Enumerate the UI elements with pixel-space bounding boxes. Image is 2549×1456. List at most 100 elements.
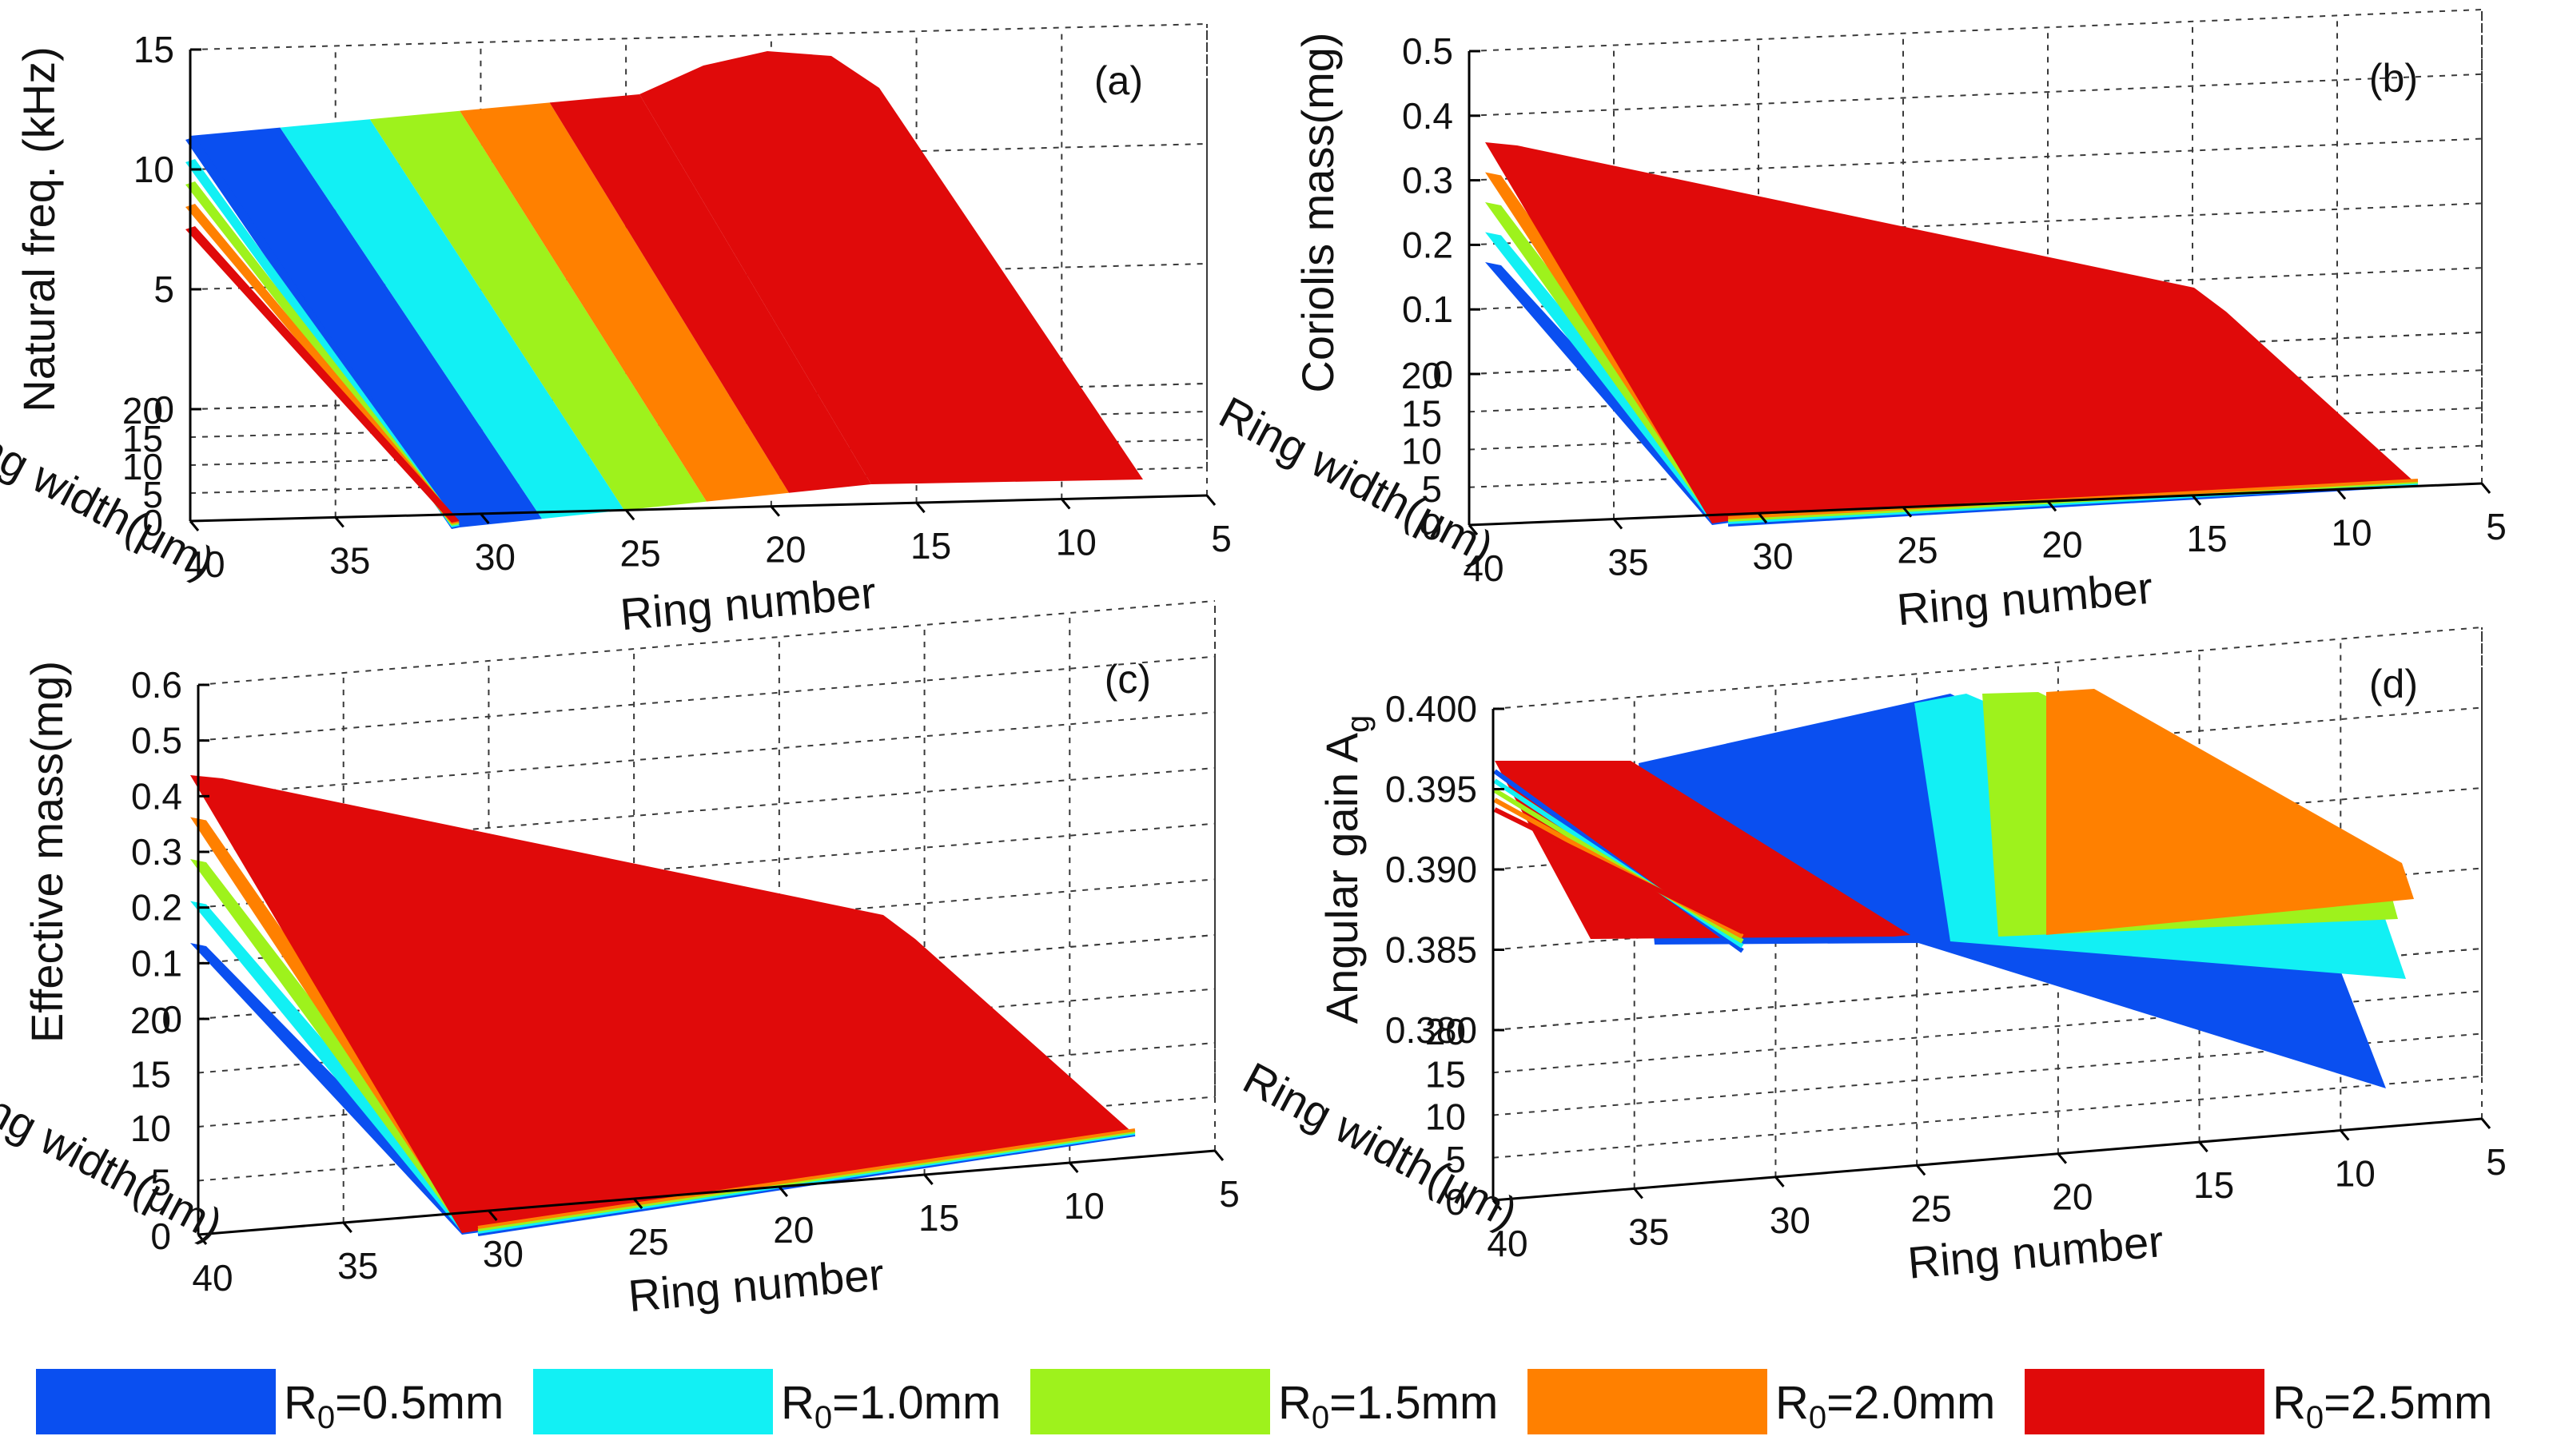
panel-label: (a)	[1094, 58, 1143, 103]
surface-floor-R0=1.5mm	[477, 1130, 1136, 1231]
y-tick-label: 0	[1445, 1181, 1466, 1223]
x-tick-label: 30	[1770, 1199, 1810, 1241]
z-tick-label: 0.1	[131, 942, 182, 984]
surface-floor-R0=2.0mm	[477, 1128, 1136, 1229]
x-tick-label: 5	[1219, 1173, 1240, 1215]
x-tick-label: 20	[765, 529, 806, 571]
x-tick-mark	[1213, 1150, 1225, 1161]
y-tick-label: 5	[150, 1162, 171, 1203]
x-tick-mark	[2057, 1152, 2068, 1164]
y-axis-label: Ring width(μm)	[0, 1064, 231, 1250]
x-tick-label: 15	[2193, 1164, 2234, 1206]
x-tick-mark	[923, 1174, 934, 1185]
x-tick-mark	[1492, 1199, 1503, 1211]
x-axis-label: Ring number	[618, 567, 878, 640]
x-axis-line	[1468, 482, 2483, 527]
grid-line	[1468, 73, 2483, 117]
x-tick-label: 20	[2052, 1176, 2093, 1218]
surface-band-R0=2.5mm	[549, 94, 871, 493]
z-axis-label-subscript: g	[1340, 715, 1376, 733]
grid-line	[197, 711, 1216, 798]
surface-edge-R0=1.5mm	[185, 181, 460, 526]
x-tick-label: 35	[337, 1245, 378, 1287]
surface-band-R0=1.0mm	[280, 119, 624, 519]
grid-line	[1492, 990, 2483, 1074]
x-tick-label: 20	[773, 1209, 814, 1251]
x-tick-label: 30	[1752, 535, 1793, 577]
x-tick-mark	[1902, 506, 1913, 518]
y-tick-label: 20	[130, 1000, 171, 1041]
surface-band-R0=2.5mm	[639, 51, 1143, 484]
legend-label-2: R0=1.5mm	[1278, 1377, 1498, 1435]
x-tick-mark	[632, 1198, 643, 1209]
legend-swatch-3	[1527, 1369, 1767, 1434]
surface-edge-R0=2.5mm	[185, 226, 460, 523]
y-tick-label: 5	[1421, 468, 1442, 510]
x-tick-mark	[342, 1222, 352, 1233]
x-tick-label: 40	[184, 543, 225, 585]
x-tick-label: 15	[910, 525, 951, 567]
x-tick-mark	[2046, 500, 2057, 512]
x-axis-line	[197, 1149, 1216, 1236]
y-tick-label: 0	[1421, 506, 1442, 547]
surface-R0=2.5mm	[1495, 761, 1910, 939]
x-tick-label: 25	[1911, 1187, 1952, 1229]
z-tick-label: 0.4	[131, 775, 182, 817]
legend-label-1: R0=1.0mm	[781, 1377, 1001, 1435]
x-tick-mark	[778, 1186, 789, 1197]
surface-R0=2.5mm	[1485, 142, 2418, 523]
surface-R0=2.5mm	[190, 775, 1135, 1233]
y-tick-label: 15	[130, 1054, 171, 1096]
z-tick-label: 0.6	[131, 664, 182, 706]
grid-line	[1492, 627, 2483, 710]
panel-label: (b)	[2369, 56, 2418, 101]
x-tick-label: 35	[329, 539, 370, 581]
z-tick-label: 0.395	[1385, 769, 1477, 810]
x-tick-label: 25	[620, 532, 661, 574]
y-tick-label: 15	[1425, 1053, 1466, 1095]
panel-1: 00.10.20.30.40.540 35 30 25 20 15 10 505101520C…	[1212, 9, 2507, 635]
x-tick-label: 30	[483, 1233, 524, 1275]
x-axis-line	[1492, 1117, 2483, 1202]
z-tick-label: 0	[161, 998, 182, 1040]
grid-line	[1492, 948, 2483, 1031]
z-tick-label: 0.380	[1385, 1009, 1477, 1051]
z-tick-label: 0	[1432, 353, 1453, 395]
x-tick-mark	[2198, 1141, 2208, 1153]
x-tick-mark	[1915, 1164, 1926, 1176]
y-tick-label: 15	[1401, 392, 1442, 434]
z-tick-label: 0.390	[1385, 849, 1477, 890]
panel-label: (d)	[2369, 662, 2418, 706]
x-tick-label: 15	[2186, 518, 2227, 559]
z-axis-label: Natural freq. (kHz)	[14, 46, 64, 412]
y-tick-label: 0	[142, 502, 163, 543]
y-axis-label: Ring width(μm)	[1236, 1052, 1526, 1239]
x-tick-mark	[1069, 1162, 1079, 1173]
grid-line	[197, 655, 1216, 742]
y-tick-label: 10	[122, 446, 163, 487]
x-tick-label: 35	[1607, 542, 1648, 583]
x-tick-mark	[480, 512, 490, 524]
x-tick-label: 25	[628, 1221, 669, 1263]
z-tick-label: 0.1	[1402, 288, 1453, 330]
z-tick-label: 0.3	[131, 831, 182, 873]
x-tick-label: 20	[2041, 523, 2082, 565]
x-tick-mark	[1612, 518, 1623, 530]
legend-swatch-1	[533, 1369, 773, 1434]
x-tick-label: 10	[2335, 1153, 2376, 1195]
z-tick-label: 0.5	[131, 720, 182, 762]
grid-line	[197, 600, 1216, 686]
z-axis-label: Coriolis mass(mg)	[1292, 32, 1343, 392]
y-tick-label: 15	[122, 418, 163, 459]
x-axis-line	[189, 494, 1208, 523]
x-tick-mark	[770, 505, 781, 517]
z-tick-label: 10	[133, 149, 174, 190]
x-tick-mark	[2191, 494, 2202, 506]
y-tick-label: 20	[1401, 355, 1442, 396]
x-tick-mark	[1633, 1187, 1643, 1199]
surface-R0=2.0mm	[2046, 689, 2414, 935]
legend-label-3: R0=2.0mm	[1775, 1377, 1995, 1435]
x-tick-label: 10	[1064, 1185, 1105, 1227]
x-tick-label: 35	[1628, 1211, 1669, 1252]
